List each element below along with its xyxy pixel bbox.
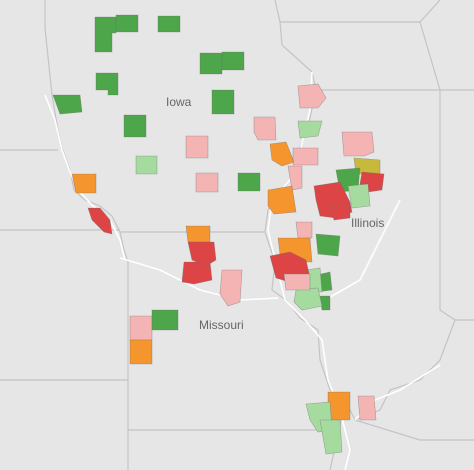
county-iowa-17[interactable] [292,147,319,166]
county-il-1[interactable] [341,131,375,157]
missouri-river-east [119,257,279,301]
county-mo-2[interactable] [187,241,217,267]
county-il-15[interactable] [293,287,323,311]
county-iowa-12[interactable] [297,120,323,139]
county-polygons [52,14,385,455]
county-mo-3[interactable] [181,261,213,285]
county-il-10[interactable] [315,233,341,257]
county-iowa-14[interactable] [195,172,219,193]
county-iowa-6[interactable] [95,72,119,96]
county-iowa-5[interactable] [221,51,245,71]
county-iowa-10[interactable] [237,172,261,192]
county-iowa-20[interactable] [269,141,295,167]
county-mo-8[interactable] [151,309,179,331]
county-mo-5[interactable] [283,273,311,291]
county-mo-9[interactable] [129,339,153,365]
west-borders [0,149,128,381]
county-iowa-7[interactable] [52,94,83,115]
county-il-7[interactable] [329,203,351,221]
county-iowa-4[interactable] [199,52,223,75]
county-iowa-18[interactable] [287,165,303,191]
county-iowa-2[interactable] [115,14,139,33]
indiana-border [440,89,474,321]
county-iowa-22[interactable] [87,207,113,235]
county-iowa-19[interactable] [71,173,97,194]
wisconsin-border [280,0,441,91]
county-iowa-9[interactable] [123,114,147,138]
county-il-5[interactable] [347,183,371,209]
county-mo-10[interactable] [327,391,351,421]
county-mo-6[interactable] [219,269,243,307]
county-mo-12[interactable] [319,419,343,455]
county-iowa-15[interactable] [253,116,277,141]
county-il-8[interactable] [295,221,313,239]
south-borders [128,419,474,441]
county-iowa-11[interactable] [135,155,158,175]
county-iowa-16[interactable] [297,83,327,109]
county-mo-1[interactable] [185,225,211,243]
county-iowa-8[interactable] [211,89,235,115]
county-iowa-13[interactable] [185,135,209,159]
county-iowa-21[interactable] [267,185,297,215]
county-il-14[interactable] [357,395,377,421]
county-mo-7[interactable] [129,315,153,341]
illinois-river [324,199,401,301]
county-iowa-3[interactable] [157,15,181,33]
